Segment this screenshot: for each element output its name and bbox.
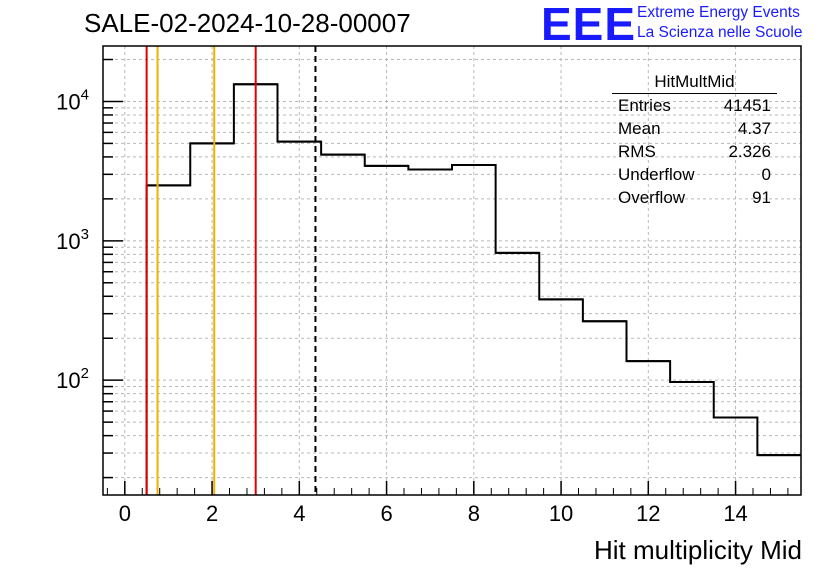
x-tick-label: 2 <box>206 501 218 526</box>
stats-box: HitMultMid Entries 41451 Mean 4.37 RMS 2… <box>612 72 777 211</box>
stats-value: 2.326 <box>728 142 771 161</box>
y-tick-label: 102 <box>56 365 89 393</box>
stats-row: Overflow 91 <box>612 188 777 211</box>
x-tick-label: 12 <box>636 501 660 526</box>
x-tick-label: 14 <box>723 501 747 526</box>
stats-title: HitMultMid <box>612 72 777 94</box>
chart-title: SALE-02-2024-10-28-00007 <box>84 8 411 38</box>
stats-value: 0 <box>761 165 771 184</box>
y-tick-label: 104 <box>56 86 89 114</box>
plot-frame <box>102 45 802 496</box>
y-tick-label: 103 <box>56 226 89 254</box>
x-tick-label: 4 <box>293 501 305 526</box>
stats-value: 41451 <box>723 96 771 115</box>
x-axis-label: Hit multiplicity Mid <box>593 535 802 565</box>
stats-label: Underflow <box>618 165 695 184</box>
stats-label: Mean <box>618 119 661 138</box>
stats-label: Entries <box>618 96 671 115</box>
x-tick-label: 6 <box>380 501 392 526</box>
stats-value: 91 <box>752 188 771 207</box>
stats-value: 4.37 <box>737 119 771 138</box>
stats-label: Overflow <box>618 188 686 207</box>
stats-row: RMS 2.326 <box>612 142 777 165</box>
stats-row: Mean 4.37 <box>612 119 777 142</box>
logo-line-2: La Scienza nelle Scuole <box>637 24 803 41</box>
x-tick-label: 8 <box>468 501 480 526</box>
x-tick-label: 0 <box>119 501 131 526</box>
stats-row: Entries 41451 <box>612 96 777 119</box>
logo-line-1: Extreme Energy Events <box>637 4 800 21</box>
x-tick-label: 10 <box>549 501 573 526</box>
stats-row: Underflow 0 <box>612 165 777 188</box>
eee-logo: EEE <box>541 0 637 50</box>
stats-label: RMS <box>618 142 656 161</box>
